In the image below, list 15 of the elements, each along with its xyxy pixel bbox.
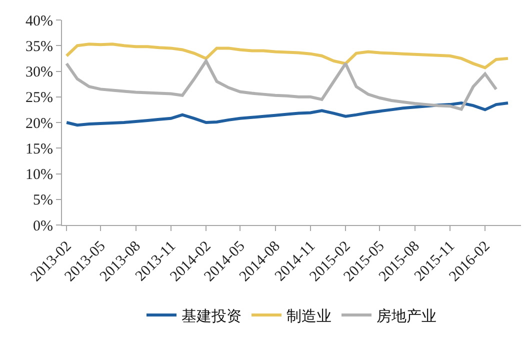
- y-tick-label: 10%: [26, 167, 53, 183]
- y-tick-label: 15%: [26, 141, 53, 158]
- legend-label: 制造业: [286, 308, 332, 325]
- y-tick-label: 35%: [26, 38, 53, 55]
- y-tick-label: 25%: [26, 90, 53, 106]
- line-series: [65, 42, 510, 70]
- y-tick-label: 20%: [26, 116, 53, 132]
- y-tick-label: 30%: [26, 64, 53, 80]
- line-series: [65, 102, 510, 127]
- line-series: [65, 60, 498, 111]
- legend-label: 房地产业: [376, 308, 436, 325]
- legend-label: 基建投资: [182, 308, 242, 325]
- y-tick-label: 40%: [26, 13, 53, 30]
- y-tick-label: 5%: [33, 192, 53, 209]
- y-tick-label: 0%: [33, 218, 53, 234]
